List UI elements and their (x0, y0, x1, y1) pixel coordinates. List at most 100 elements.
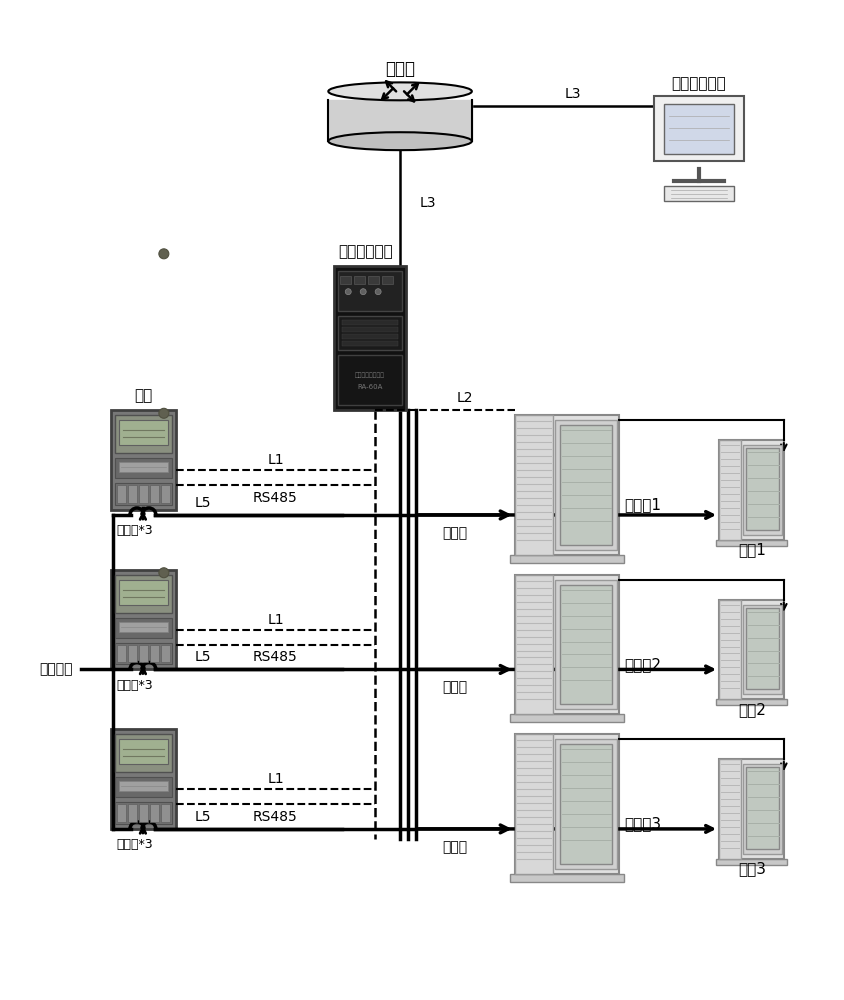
Bar (119, 739, 168, 764)
Bar (111, 729, 176, 829)
Circle shape (375, 289, 381, 295)
Bar (742, 764, 781, 854)
Bar (742, 445, 781, 535)
Circle shape (159, 249, 169, 259)
Text: RS485: RS485 (253, 491, 297, 505)
Bar (715, 540, 786, 546)
Text: 格力智能分户计费: 格力智能分户计费 (354, 373, 385, 378)
Text: L5: L5 (194, 496, 211, 510)
Text: 互感器*3: 互感器*3 (116, 524, 153, 537)
Bar (160, 804, 170, 822)
Text: 分户计费软件: 分户计费软件 (671, 76, 726, 91)
Bar (559, 425, 612, 545)
Text: 智能计费网关: 智能计费网关 (338, 244, 392, 259)
Bar (116, 804, 126, 822)
Bar (115, 575, 171, 613)
Text: 主控机1: 主控机1 (624, 497, 661, 512)
Bar (715, 699, 786, 705)
Bar (338, 271, 402, 311)
Bar (119, 622, 168, 632)
Bar (115, 618, 171, 638)
Bar (718, 759, 740, 859)
Bar (334, 266, 406, 410)
Bar (160, 645, 170, 662)
Bar (342, 341, 398, 346)
Bar (115, 643, 171, 664)
Text: L5: L5 (194, 810, 211, 824)
Bar (138, 645, 148, 662)
Bar (119, 462, 168, 472)
Ellipse shape (328, 132, 471, 150)
Bar (149, 645, 159, 662)
Text: 从机1: 从机1 (737, 542, 765, 557)
Bar (338, 316, 402, 350)
Text: 三相电源: 三相电源 (40, 662, 73, 676)
Text: L3: L3 (419, 196, 436, 210)
Bar (338, 355, 402, 405)
Bar (514, 734, 552, 874)
Circle shape (159, 408, 169, 418)
Bar (554, 420, 617, 550)
Bar (116, 645, 126, 662)
Circle shape (360, 289, 365, 295)
Bar (138, 485, 148, 503)
Bar (115, 777, 171, 797)
Text: L2: L2 (456, 391, 473, 405)
Bar (160, 485, 170, 503)
Text: 互感器*3: 互感器*3 (116, 679, 153, 692)
Bar (111, 410, 176, 510)
Bar (514, 575, 552, 714)
Text: RS485: RS485 (253, 650, 297, 664)
Bar (742, 605, 781, 694)
Text: RA-60A: RA-60A (357, 384, 382, 390)
Bar (559, 744, 612, 864)
Bar (745, 448, 778, 530)
Bar (554, 739, 617, 869)
Bar (509, 714, 624, 722)
Text: RS485: RS485 (253, 810, 297, 824)
Bar (115, 734, 171, 772)
Bar (111, 570, 176, 669)
Bar (342, 327, 398, 332)
Bar (559, 585, 612, 704)
Circle shape (345, 289, 351, 295)
Text: L1: L1 (267, 772, 284, 786)
Text: 从机2: 从机2 (737, 702, 765, 717)
Bar (509, 555, 624, 563)
Text: 电源线: 电源线 (441, 840, 467, 854)
Bar (115, 483, 171, 505)
Text: L1: L1 (267, 613, 284, 627)
Bar (745, 608, 778, 689)
Bar (381, 276, 392, 284)
Text: 从机3: 从机3 (737, 861, 765, 876)
Bar (718, 440, 783, 540)
Bar (354, 276, 365, 284)
Bar (342, 334, 398, 339)
Bar (127, 485, 137, 503)
Text: L1: L1 (267, 453, 284, 467)
Bar (127, 804, 137, 822)
Ellipse shape (328, 82, 471, 100)
Bar (138, 804, 148, 822)
Bar (509, 874, 624, 882)
Bar (715, 859, 786, 865)
Bar (115, 802, 171, 824)
Bar (119, 781, 168, 791)
Bar (127, 645, 137, 662)
Bar (514, 575, 619, 714)
Bar (116, 485, 126, 503)
Bar (119, 580, 168, 605)
Bar (514, 415, 619, 555)
Bar (368, 276, 379, 284)
Text: 主控机3: 主控机3 (624, 816, 661, 831)
Bar (718, 440, 740, 540)
Bar (554, 580, 617, 709)
Bar (149, 485, 159, 503)
Text: 电源线: 电源线 (441, 680, 467, 694)
Text: 电源线: 电源线 (441, 526, 467, 540)
Bar (653, 96, 743, 161)
Bar (115, 415, 171, 453)
Circle shape (159, 568, 169, 578)
Text: 电表: 电表 (133, 388, 152, 403)
Text: L5: L5 (194, 650, 211, 664)
